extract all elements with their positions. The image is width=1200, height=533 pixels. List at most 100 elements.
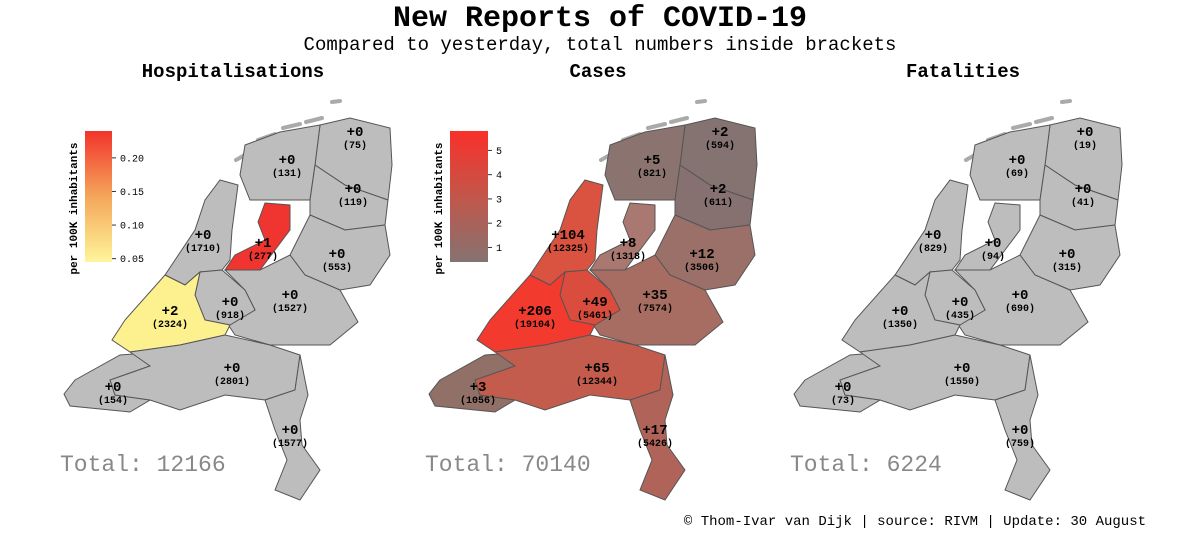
province [841,270,961,353]
region-total: (829) [918,243,948,255]
colorbar [450,131,488,262]
region-total: (594) [705,140,735,152]
map-panel: Hospitalisations+0(75)+0(131)+0(119)+1(2… [60,61,393,501]
region-total: (73) [831,395,855,407]
island [330,99,342,104]
region-total: (690) [1005,303,1035,315]
colorbar-tick-label: 0.05 [120,255,144,266]
region-delta: +0 [224,361,241,377]
region-delta: +0 [952,295,969,311]
region-total: (19104) [514,319,556,331]
map-title: Fatalities [906,61,1020,83]
colorbar-label: per 100K inhabitants [434,142,446,274]
region-delta: +17 [642,423,667,439]
region-delta: +1 [255,236,272,252]
island [669,116,689,124]
region-delta: +0 [345,182,362,198]
total: Total: 6224 [790,452,942,478]
region-total: (821) [637,168,667,180]
total: Total: 12166 [60,452,226,478]
region-total: (918) [215,310,245,322]
region-delta: +65 [584,361,609,377]
region-delta: +8 [620,236,637,252]
colorbar-tick-label: 3 [496,195,502,206]
region-delta: +0 [105,380,122,396]
region-total: (12344) [576,376,618,388]
province [994,354,1051,501]
island [695,99,707,104]
colorbar-label: per 100K inhabitants [69,142,81,274]
region-total: (1056) [460,395,496,407]
region-total: (1350) [882,319,918,331]
region-total: (553) [322,262,352,274]
island [1011,122,1032,130]
province [264,354,321,501]
province [1019,214,1121,291]
region-total: (611) [703,197,733,209]
island [281,122,302,130]
region-delta: +2 [712,125,729,141]
map-title: Cases [569,61,626,83]
region-total: (1527) [272,303,308,315]
region-delta: +0 [282,288,299,304]
region-total: (131) [272,168,302,180]
province [654,214,756,291]
region-delta: +5 [644,153,661,169]
region-delta: +0 [1077,125,1094,141]
colorbar-tick-label: 4 [496,171,502,182]
region-delta: +12 [689,247,714,263]
colorbar-tick-label: 0.20 [120,154,144,165]
region-total: (759) [1005,438,1035,450]
region-total: (1318) [610,251,646,263]
region-total: (3506) [684,262,720,274]
region-delta: +0 [329,247,346,263]
island [646,122,667,130]
subtitle: Compared to yesterday, total numbers ins… [304,34,897,56]
region-total: (154) [98,395,128,407]
region-total: (277) [248,251,278,263]
region-delta: +0 [1012,288,1029,304]
region-total: (7574) [637,303,673,315]
province [474,334,666,411]
region-total: (2324) [152,319,188,331]
colorbar-tick-label: 2 [496,220,502,231]
province [109,334,301,411]
title: New Reports of COVID-19 [393,2,807,36]
region-total: (5426) [637,438,673,450]
region-delta: +3 [470,380,487,396]
region-total: (5461) [577,310,613,322]
map-title: Hospitalisations [142,61,324,83]
region-delta: +0 [892,304,909,320]
total: Total: 70140 [425,452,591,478]
province [289,214,391,291]
region-total: (435) [945,310,975,322]
region-delta: +0 [954,361,971,377]
province [839,334,1031,411]
colorbar-tick-label: 0.15 [120,188,144,199]
colorbar-tick-label: 0.10 [120,222,144,233]
region-total: (1710) [185,243,221,255]
region-total: (12325) [547,243,589,255]
colorbar-tick-label: 1 [496,244,502,255]
region-delta: +0 [347,125,364,141]
region-delta: +0 [835,380,852,396]
region-total: (94) [981,251,1005,263]
province [629,354,686,501]
region-delta: +0 [925,228,942,244]
region-delta: +0 [985,236,1002,252]
region-delta: +0 [1059,247,1076,263]
colorbar-tick-label: 5 [496,147,502,158]
island [1060,99,1072,104]
credit: © Thom-Ivar van Dijk | source: RIVM | Up… [684,514,1146,530]
region-total: (119) [338,197,368,209]
region-delta: +0 [222,295,239,311]
region-delta: +35 [642,288,667,304]
region-delta: +0 [279,153,296,169]
island [304,116,324,124]
region-total: (19) [1073,140,1097,152]
region-delta: +0 [195,228,212,244]
region-delta: +0 [1009,153,1026,169]
province [476,270,596,353]
map-panel: Fatalities+0(19)+0(69)+0(41)+0(94) +0(315… [790,61,1123,501]
map-panel: Cases+2(594)+5(821)+2(611)+8(1318) +12(35… [425,61,758,501]
